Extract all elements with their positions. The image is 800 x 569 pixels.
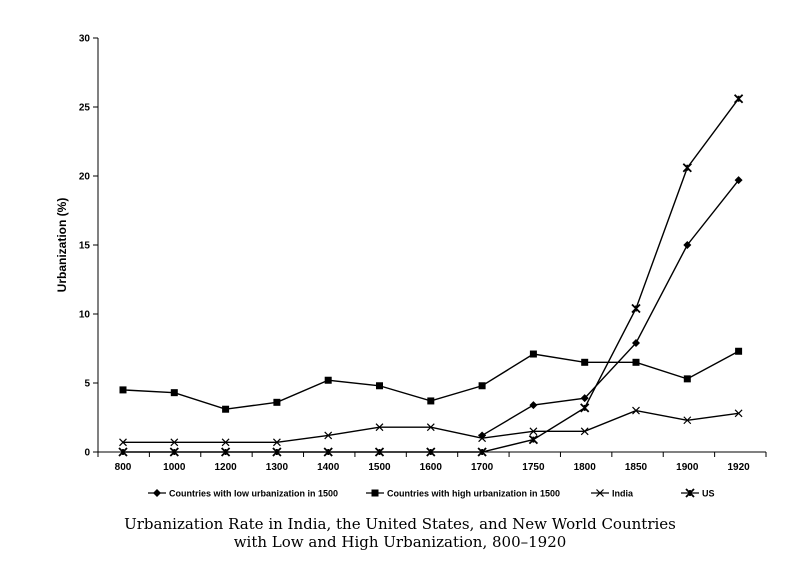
- x-tick-label: 1700: [471, 462, 494, 473]
- data-point: [685, 488, 695, 498]
- data-point: [580, 403, 590, 413]
- legend-item: Countries with low urbanization in 1500: [148, 489, 338, 499]
- data-point: [119, 438, 127, 447]
- data-point: [631, 303, 641, 314]
- y-tick-label: 20: [79, 172, 91, 183]
- x-tick-label: 1500: [368, 462, 391, 473]
- legend-label: Countries with low urbanization in 1500: [169, 489, 338, 499]
- data-point: [682, 163, 692, 173]
- data-point: [220, 447, 231, 457]
- data-point: [529, 427, 538, 436]
- legend-label: India: [612, 489, 634, 499]
- data-point: [323, 447, 333, 457]
- line-chart: 0 5 10 15 20 25 30 800 1000 1200 1300 1400 1500 1600…: [55, 34, 767, 499]
- legend-label: Countries with high urbanization in 1500: [387, 489, 560, 499]
- data-point: [222, 405, 230, 413]
- data-point: [683, 416, 692, 425]
- y-tick-label: 10: [79, 310, 91, 321]
- legend-item: India: [591, 489, 634, 499]
- series-2: [119, 347, 743, 413]
- series-4: [118, 94, 744, 457]
- legend-item: Countries with high urbanization in 1500: [366, 489, 560, 499]
- data-point: [683, 241, 692, 249]
- data-point: [324, 376, 332, 384]
- data-point: [170, 389, 178, 397]
- y-axis-title: Urbanization (%): [55, 198, 69, 293]
- data-point: [735, 347, 743, 355]
- x-tick-label: 1900: [676, 462, 699, 473]
- data-point: [371, 489, 379, 497]
- data-point: [580, 394, 589, 403]
- data-point: [734, 176, 743, 185]
- data-point: [683, 375, 691, 383]
- y-tick-label: 0: [84, 448, 90, 459]
- y-tick-label: 5: [84, 379, 90, 390]
- data-point: [374, 447, 385, 457]
- data-point: [426, 447, 436, 457]
- data-point: [632, 358, 640, 366]
- legend-label: US: [702, 489, 715, 499]
- data-point: [632, 406, 640, 415]
- data-point: [426, 423, 435, 432]
- data-point: [528, 434, 539, 445]
- x-axis: 800 1000 1200 1300 1400 1500 1600 1700 1750 1800 1…: [97, 451, 767, 473]
- data-point: [427, 397, 435, 405]
- data-point: [478, 434, 487, 443]
- data-point: [581, 358, 589, 366]
- data-point: [580, 427, 589, 436]
- data-point: [478, 382, 486, 390]
- data-point: [272, 438, 281, 447]
- x-tick-label: 1200: [214, 462, 237, 473]
- series-1: [478, 176, 743, 440]
- series-3: [119, 406, 743, 447]
- data-point: [153, 489, 161, 497]
- data-point: [119, 386, 127, 394]
- x-tick-label: 1800: [574, 462, 597, 473]
- data-point: [596, 489, 604, 497]
- data-point: [273, 398, 281, 406]
- series-layer: [118, 94, 744, 457]
- data-point: [477, 447, 487, 457]
- y-axis: 0 5 10 15 20 25 30: [79, 34, 99, 459]
- x-tick-label: 800: [115, 462, 132, 473]
- data-point: [375, 423, 384, 432]
- x-tick-label: 1000: [163, 462, 186, 473]
- data-point: [118, 447, 128, 457]
- data-point: [221, 438, 230, 447]
- x-tick-label: 1920: [727, 462, 750, 473]
- y-tick-label: 15: [79, 241, 91, 252]
- series-line: [481, 179, 740, 437]
- data-point: [529, 350, 537, 358]
- legend-item: US: [681, 488, 715, 499]
- x-tick-label: 1850: [625, 462, 648, 473]
- x-tick-label: 1300: [266, 462, 289, 473]
- data-point: [632, 338, 640, 347]
- data-point: [733, 94, 744, 104]
- x-tick-label: 1750: [522, 462, 545, 473]
- data-point: [529, 401, 538, 410]
- chart-subtitle: with Low and High Urbanization, 800–1920: [233, 533, 567, 551]
- y-tick-label: 25: [79, 103, 91, 114]
- data-point: [170, 438, 179, 447]
- data-point: [324, 431, 333, 440]
- data-point: [734, 409, 743, 418]
- data-point: [272, 447, 282, 457]
- legend: Countries with low urbanization in 1500 C…: [148, 488, 715, 499]
- x-tick-label: 1400: [317, 462, 340, 473]
- y-tick-label: 30: [79, 34, 91, 45]
- data-point: [169, 447, 179, 457]
- x-tick-label: 1600: [420, 462, 443, 473]
- data-point: [376, 382, 383, 390]
- chart-title: Urbanization Rate in India, the United S…: [124, 515, 676, 533]
